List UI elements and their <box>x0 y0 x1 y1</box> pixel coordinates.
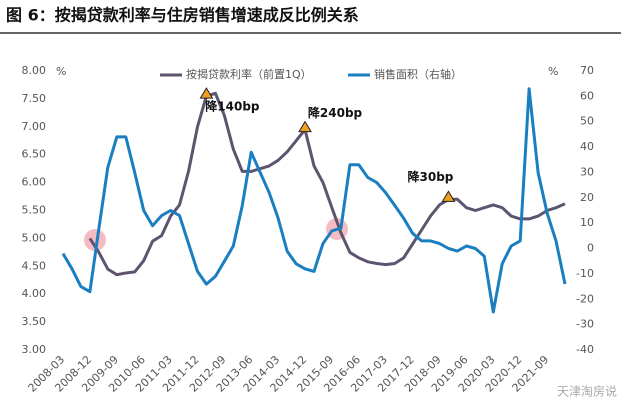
annotation-marker <box>199 87 214 99</box>
legend-label: 销售面积（右轴） <box>374 67 462 81</box>
y-tick-label: 4.50 <box>22 259 47 272</box>
y2-tick-label: 70 <box>580 64 594 77</box>
y2-tick-label: 50 <box>580 115 594 128</box>
chart-title: 图 6：按揭贷款利率与住房销售增速成反比例关系 <box>6 6 359 25</box>
y2-tick-label: -40 <box>576 343 594 356</box>
y-tick-label: 7.50 <box>22 92 47 105</box>
y-tick-label: 5.00 <box>22 231 47 244</box>
series-line <box>88 91 566 277</box>
annotation: 降140bp <box>205 99 260 114</box>
y2-tick-label: -20 <box>576 292 594 305</box>
y-tick-label: 4.00 <box>22 287 47 300</box>
y2-tick-label: 0 <box>587 242 594 255</box>
y2-tick-label: -10 <box>576 267 594 280</box>
y-tick-label: 3.00 <box>22 343 47 356</box>
annotation-marker <box>441 190 456 202</box>
y-tick-label: 5.50 <box>22 204 47 217</box>
y2-tick-label: 10 <box>580 216 594 229</box>
y-unit: % <box>56 65 66 78</box>
watermark: 天津淘房说 <box>557 384 617 399</box>
highlight <box>84 229 106 251</box>
y2-tick-label: 20 <box>580 191 594 204</box>
y2-tick-label: 30 <box>580 165 594 178</box>
series-line <box>61 87 567 314</box>
y2-unit: % <box>548 65 558 78</box>
y2-tick-label: 60 <box>580 89 594 102</box>
y2-tick-label: 40 <box>580 140 594 153</box>
y-tick-label: 6.50 <box>22 148 47 161</box>
legend-label: 按揭贷款利率（前置1Q） <box>186 67 312 81</box>
y2-tick-label: -30 <box>576 318 594 331</box>
annotation: 降240bp <box>308 105 363 120</box>
y-tick-label: 7.00 <box>22 120 47 133</box>
annotation-marker <box>298 120 312 133</box>
y-tick-label: 3.50 <box>22 315 47 328</box>
y-tick-label: 8.00 <box>22 64 47 77</box>
annotation: 降30bp <box>408 169 454 184</box>
y-tick-label: 6.00 <box>22 176 47 189</box>
